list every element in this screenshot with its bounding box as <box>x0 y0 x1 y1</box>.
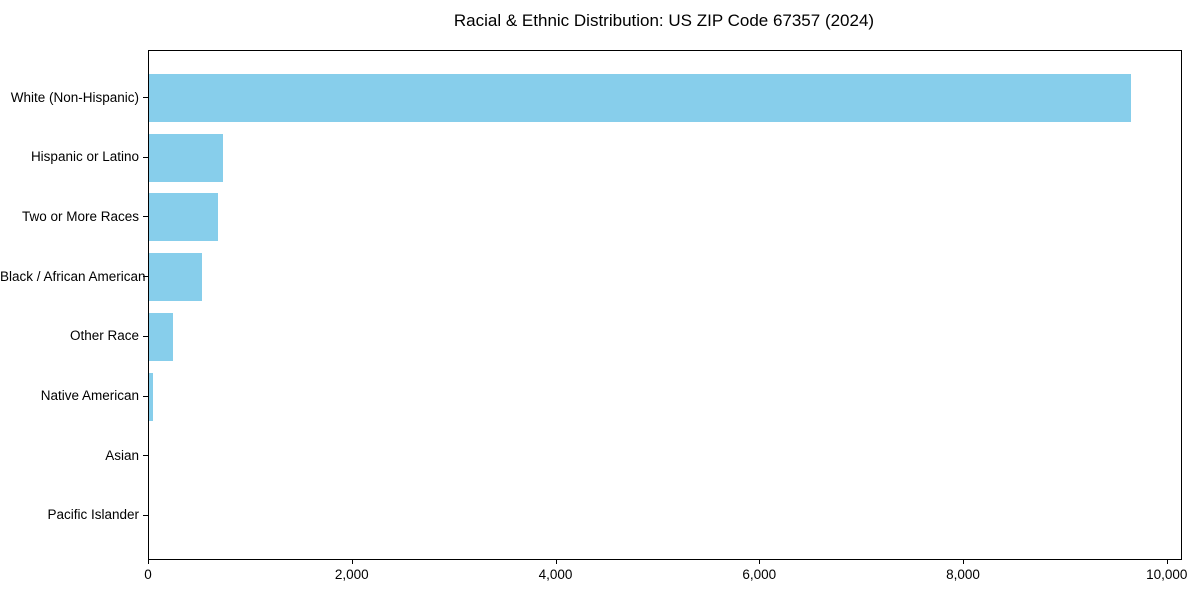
y-tick-mark <box>143 514 148 516</box>
y-tick-mark <box>143 455 148 457</box>
y-axis-label: Black / African American <box>0 268 146 284</box>
x-tick-mark <box>963 559 964 564</box>
bar-hispanic-or-latino <box>149 133 224 182</box>
x-tick-mark <box>351 559 353 564</box>
y-axis-label: Native American <box>40 388 139 404</box>
bar-black-african-american <box>149 253 203 302</box>
x-tick-mark <box>759 559 761 564</box>
x-tick-label: 4,000 <box>538 567 573 582</box>
bar-other-race <box>149 312 174 361</box>
y-tick-mark <box>143 276 148 278</box>
y-axis-label: Other Race <box>69 328 139 344</box>
x-tick-mark <box>148 559 149 564</box>
chart-title: Racial & Ethnic Distribution: US ZIP Cod… <box>453 11 875 30</box>
x-tick-label: 6,000 <box>742 567 777 582</box>
x-tick-mark <box>1166 559 1168 564</box>
bar-two-or-more-races <box>149 193 219 242</box>
x-tick-label: 2,000 <box>334 567 369 582</box>
x-tick-mark <box>555 559 557 564</box>
plot-area <box>148 50 1182 560</box>
y-tick-mark <box>143 156 148 158</box>
bar-white-non-hispanic <box>149 74 1132 122</box>
y-axis-label: Hispanic or Latino <box>30 149 139 165</box>
y-axis-label: Two or More Races <box>21 208 139 224</box>
y-tick-mark <box>143 335 148 337</box>
x-tick-label: 8,000 <box>946 567 980 582</box>
x-tick-label: 0 <box>144 567 152 582</box>
x-tick-label: 10,000 <box>1146 567 1188 582</box>
bar-native-american <box>149 372 154 421</box>
y-tick-mark <box>143 216 148 218</box>
y-axis-label: Asian <box>105 447 139 463</box>
y-tick-mark <box>143 395 148 397</box>
y-tick-mark <box>143 97 148 98</box>
y-axis-label: Pacific Islander <box>47 507 139 523</box>
y-axis-label: White (Non-Hispanic) <box>10 89 139 105</box>
